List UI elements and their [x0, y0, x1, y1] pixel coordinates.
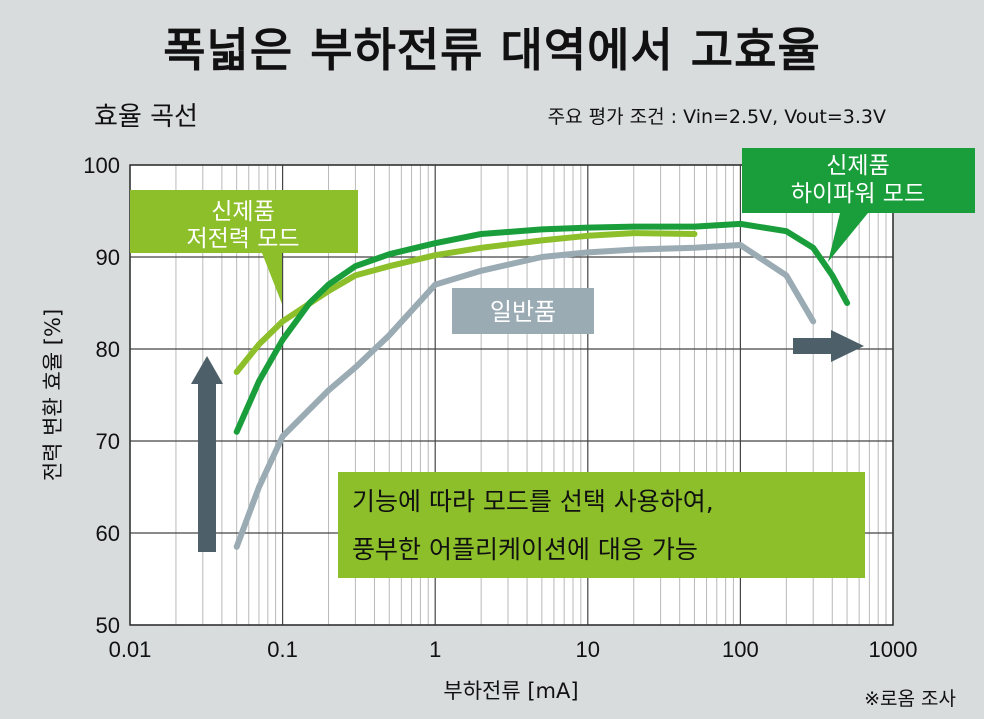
series-new-low-power [233, 230, 698, 375]
x-tick-label: 100 [722, 637, 759, 662]
series-lines [233, 220, 851, 550]
y-tick-label: 100 [83, 153, 120, 178]
callout-high-power: 신제품 하이파워 모드 [742, 148, 975, 262]
y-tick-label: 60 [96, 521, 120, 546]
x-tick-label: 0.1 [267, 637, 298, 662]
note-box: 기능에 따라 모드를 선택 사용하여, 풍부한 어플리케이션에 대응 가능 [338, 472, 865, 578]
callout-high-power-line2: 하이파워 모드 [791, 181, 925, 207]
callout-low-power: 신제품 저전력 모드 [130, 190, 358, 304]
x-tick-label: 1000 [869, 637, 918, 662]
chart-title: 폭넓은 부하전류 대역에서 고효율 [163, 23, 821, 77]
evaluation-conditions: 주요 평가 조건 : Vin=2.5V, Vout=3.3V [547, 106, 886, 128]
plot-frame [129, 164, 894, 626]
series-general [233, 242, 817, 550]
right-arrow-icon [793, 330, 864, 362]
axis-ticks: 0.01 0.1 1 10 100 1000 50 60 70 80 90 100 [83, 153, 917, 662]
x-tick-label: 0.01 [109, 637, 152, 662]
source-note: ※로옴 조사 [864, 688, 956, 710]
callout-low-power-box [130, 190, 358, 304]
x-tick-label: 10 [576, 637, 600, 662]
callout-general: 일반품 [452, 288, 594, 334]
callout-general-box [452, 288, 594, 334]
callout-low-power-line1: 신제품 [211, 199, 274, 225]
up-arrow-icon [191, 356, 223, 552]
y-axis-title: 전력 변환 효율 [%] [41, 309, 65, 481]
y-tick-label: 90 [96, 245, 120, 270]
callout-high-power-box [742, 148, 975, 262]
y-tick-label: 80 [96, 337, 120, 362]
chart-subtitle: 효율 곡선 [94, 102, 198, 132]
note-line2: 풍부한 어플리케이션에 대응 가능 [352, 535, 698, 564]
y-tick-label: 70 [96, 429, 120, 454]
x-axis-title: 부하전류 [mA] [443, 679, 578, 703]
y-tick-label: 50 [96, 613, 120, 638]
series-new-high-power [233, 220, 851, 435]
callout-high-power-line1: 신제품 [826, 153, 889, 179]
callout-low-power-line2: 저전력 모드 [186, 226, 299, 252]
x-tick-label: 1 [429, 637, 441, 662]
note-box-background [338, 472, 865, 578]
note-line1: 기능에 따라 모드를 선택 사용하여, [352, 487, 714, 516]
callout-general-label: 일반품 [490, 298, 556, 326]
